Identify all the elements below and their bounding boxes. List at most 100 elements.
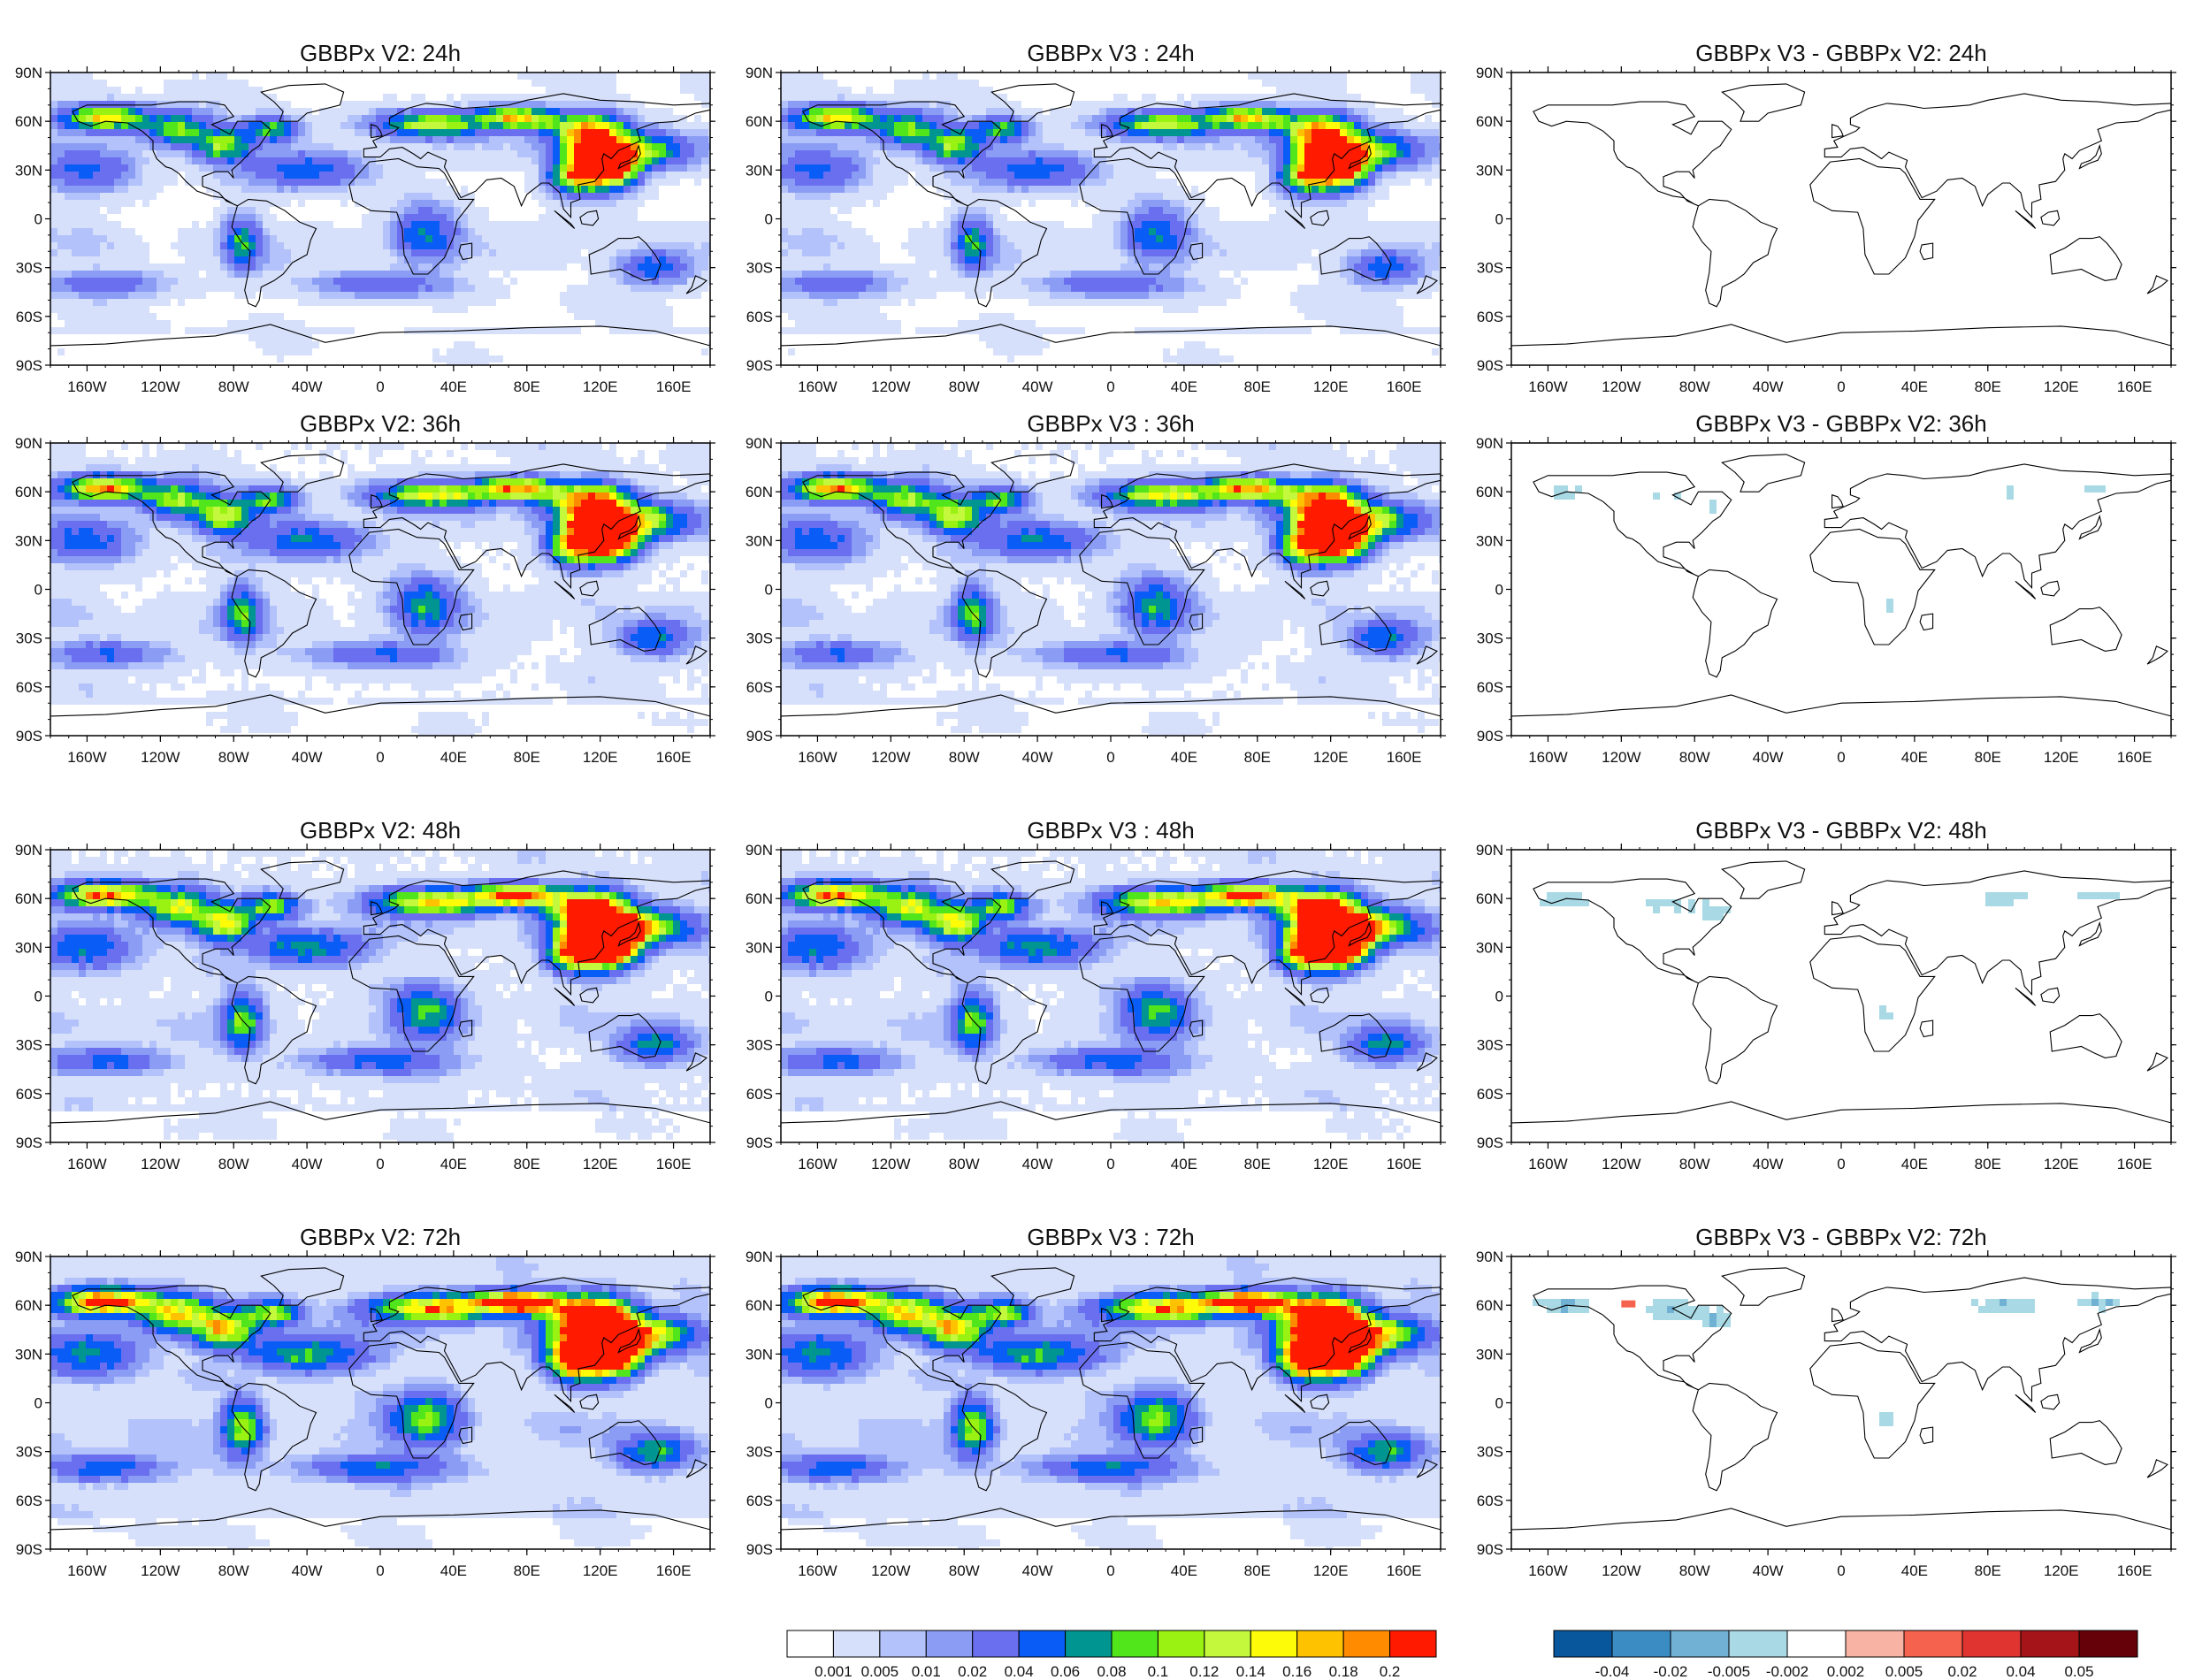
map-panel: GBBPx V2: 24h 90N 60N 30N 0 30S 60S 90S 160W 120W… xyxy=(15,40,715,395)
lat-tick-label: 30N xyxy=(1476,162,1503,179)
coastline xyxy=(458,613,473,631)
lat-tick-label: 90N xyxy=(1476,65,1503,81)
panel-title: GBBPx V3 : 48h xyxy=(1027,817,1194,844)
lat-tick-label: 0 xyxy=(1495,989,1503,1005)
lat-tick-label: 60S xyxy=(16,309,42,325)
coastline xyxy=(2040,1394,2061,1410)
lon-tick-label: 160E xyxy=(656,749,692,766)
lon-tick-label: 160W xyxy=(1528,749,1567,766)
coastline xyxy=(1692,198,1778,308)
lat-tick-label: 60S xyxy=(1477,1493,1503,1509)
lon-tick-label: 160W xyxy=(1528,378,1567,395)
colorbar-swatch xyxy=(1728,1630,1788,1658)
colorbar-swatch xyxy=(1342,1630,1391,1658)
lon-tick-label: 80W xyxy=(218,378,249,395)
map-field xyxy=(781,73,1441,365)
colorbar-swatch xyxy=(1611,1630,1671,1658)
lat-tick-label: 0 xyxy=(765,582,773,599)
coastline-antarctica xyxy=(50,694,710,717)
coastline xyxy=(1919,242,1934,261)
coastline xyxy=(579,580,600,597)
lon-tick-label: 160W xyxy=(798,749,837,766)
lon-tick-label: 0 xyxy=(376,378,384,395)
lon-tick-label: 80E xyxy=(1975,378,2001,395)
coastline xyxy=(1831,124,1844,139)
lon-tick-label: 120W xyxy=(141,378,180,395)
coastline xyxy=(1824,870,2171,997)
lon-tick-label: 120W xyxy=(1602,378,1640,395)
map-panel: GBBPx V3 : 48h 90N 60N 30N 0 30S 60S 90S 160W 120… xyxy=(746,817,1446,1172)
lon-tick-label: 120E xyxy=(2044,1156,2079,1172)
lon-tick-label: 80W xyxy=(218,749,249,766)
lon-tick-label: 40E xyxy=(1901,1156,1928,1172)
coastline xyxy=(1824,93,2171,219)
colorbar-label: 0.14 xyxy=(1236,1663,1266,1680)
panel-title: GBBPx V3 - GBBPx V2: 36h xyxy=(1695,410,1986,437)
coastline xyxy=(260,83,345,122)
lon-tick-label: 120W xyxy=(871,378,910,395)
coastline xyxy=(1809,935,1936,1052)
lat-tick-label: 30S xyxy=(746,1444,773,1461)
coastline xyxy=(231,569,317,678)
coastline xyxy=(990,860,1075,899)
lat-tick-label: 60N xyxy=(15,484,42,500)
coastline xyxy=(2049,1013,2122,1058)
coastline xyxy=(1692,975,1778,1085)
lon-tick-label: 160W xyxy=(67,1562,106,1579)
lon-tick-label: 160W xyxy=(1528,1562,1567,1579)
lat-tick-label: 60N xyxy=(1476,113,1503,130)
coastline xyxy=(1079,935,1205,1052)
coastline xyxy=(2078,920,2102,947)
coastline xyxy=(1824,1277,2171,1403)
lon-tick-label: 120E xyxy=(583,1156,618,1172)
lat-tick-label: 90N xyxy=(15,65,42,81)
lon-tick-label: 160E xyxy=(656,1156,692,1172)
coastline xyxy=(1101,124,1113,139)
lat-tick-label: 0 xyxy=(34,989,42,1005)
lon-tick-label: 40W xyxy=(1022,749,1053,766)
coastline xyxy=(588,607,661,652)
coastline xyxy=(1831,1308,1844,1323)
coastline xyxy=(554,580,576,599)
lat-tick-label: 30N xyxy=(15,532,42,549)
coastline-antarctica xyxy=(1511,324,2171,347)
lat-tick-label: 30N xyxy=(746,939,773,956)
lat-tick-label: 30S xyxy=(16,630,42,647)
coastline xyxy=(579,987,600,1004)
colorbar-label: -0.02 xyxy=(1654,1663,1688,1680)
lon-tick-label: 40E xyxy=(440,1562,467,1579)
coastline xyxy=(685,1459,707,1478)
lat-tick-label: 30S xyxy=(746,630,773,647)
lon-tick-label: 160W xyxy=(798,1562,837,1579)
map-panel: GBBPx V3 - GBBPx V2: 48h 90N 60N 30N 0 30S 60S… xyxy=(1476,817,2176,1172)
lat-tick-label: 30N xyxy=(15,162,42,179)
coastline xyxy=(363,93,710,219)
lat-tick-label: 60N xyxy=(746,113,773,130)
coastline xyxy=(1284,210,1306,229)
coastline xyxy=(1310,210,1330,226)
lat-tick-label: 90N xyxy=(15,842,42,859)
lat-tick-label: 60S xyxy=(746,1493,773,1509)
coastline xyxy=(1533,1285,1732,1391)
lon-tick-label: 120E xyxy=(2044,378,2079,395)
lat-tick-label: 60S xyxy=(1477,309,1503,325)
lat-tick-label: 60N xyxy=(15,1297,42,1314)
lat-tick-label: 30S xyxy=(16,1037,42,1054)
coastline xyxy=(1348,143,1372,170)
coastline xyxy=(1093,1277,1441,1403)
coastline-antarctica xyxy=(1511,1508,2171,1531)
coastline xyxy=(72,471,271,577)
lat-tick-label: 0 xyxy=(765,989,773,1005)
colorbar-label: 0.002 xyxy=(1827,1663,1865,1680)
colorbar-label: -0.005 xyxy=(1708,1663,1750,1680)
colorbar-label: -0.04 xyxy=(1595,1663,1630,1680)
lon-tick-label: 40W xyxy=(292,378,323,395)
lat-tick-label: 30N xyxy=(746,162,773,179)
coastline xyxy=(802,101,1002,207)
lon-tick-label: 40W xyxy=(292,1156,323,1172)
coastline-antarctica xyxy=(50,1508,710,1531)
lon-tick-label: 120W xyxy=(1602,1156,1640,1172)
lat-tick-label: 60N xyxy=(1476,890,1503,907)
lat-tick-label: 60N xyxy=(15,890,42,907)
coastline-antarctica xyxy=(1511,1101,2171,1124)
